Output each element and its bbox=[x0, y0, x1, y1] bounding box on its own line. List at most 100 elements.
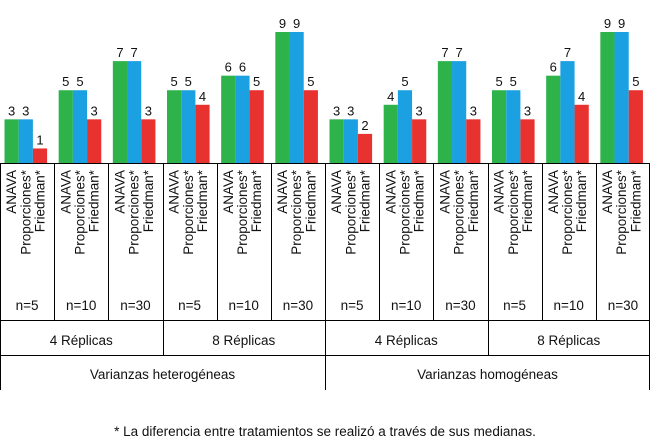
bar bbox=[141, 119, 156, 163]
sample-size-label: n=5 bbox=[341, 298, 364, 313]
data-label: 5 bbox=[401, 74, 408, 89]
sample-size-label: n=10 bbox=[554, 298, 584, 313]
series-tick-label: ANAVA bbox=[600, 170, 615, 214]
series-tick-label: ANAVA bbox=[437, 170, 452, 214]
data-label: 4 bbox=[578, 89, 585, 104]
data-label: 3 bbox=[524, 103, 531, 118]
series-tick-label: ANAVA bbox=[167, 170, 182, 214]
series-tick-label: ANAVA bbox=[546, 170, 561, 214]
footnote: * La diferencia entre tratamientos se re… bbox=[114, 424, 536, 439]
sample-size-label: n=5 bbox=[503, 298, 526, 313]
data-label: 3 bbox=[333, 103, 340, 118]
series-tick-label: Proporciones* bbox=[127, 169, 142, 255]
series-tick-label: Proporciones* bbox=[18, 169, 33, 255]
sample-size-label: n=30 bbox=[120, 298, 150, 313]
sample-size-label: n=5 bbox=[178, 298, 201, 313]
series-tick-label: ANAVA bbox=[383, 170, 398, 214]
bar bbox=[560, 61, 575, 163]
replicas-label: 8 Réplicas bbox=[212, 333, 275, 348]
series-tick-label: Proporciones* bbox=[614, 169, 629, 255]
series-tick-label: Friedman* bbox=[466, 169, 481, 232]
bar bbox=[614, 32, 629, 163]
varianzas-label: Varianzas heterogéneas bbox=[90, 367, 236, 382]
data-label: 9 bbox=[604, 16, 611, 31]
bar bbox=[167, 90, 182, 163]
bar bbox=[32, 148, 48, 163]
bar bbox=[221, 75, 236, 163]
series-tick-label: Friedman* bbox=[412, 169, 427, 232]
bar bbox=[112, 61, 128, 163]
sample-size-label: n=30 bbox=[445, 298, 475, 313]
data-label: 5 bbox=[307, 74, 314, 89]
bars-layer bbox=[4, 32, 643, 163]
sample-size-label: n=10 bbox=[229, 298, 259, 313]
data-label: 5 bbox=[632, 74, 639, 89]
data-label: 5 bbox=[253, 74, 260, 89]
data-label: 4 bbox=[387, 89, 394, 104]
sample-size-label: n=30 bbox=[283, 298, 313, 313]
bar bbox=[303, 90, 318, 163]
series-tick-label: ANAVA bbox=[221, 170, 236, 214]
data-label: 5 bbox=[495, 74, 502, 89]
series-tick-label: ANAVA bbox=[58, 170, 73, 214]
series-tick-label: Proporciones* bbox=[452, 169, 467, 255]
bar bbox=[329, 119, 344, 163]
bar bbox=[18, 119, 33, 163]
series-tick-label: ANAVA bbox=[112, 170, 127, 214]
series-tick-label: Proporciones* bbox=[343, 169, 358, 255]
bar bbox=[357, 133, 373, 163]
bar bbox=[466, 119, 481, 163]
bar bbox=[546, 75, 561, 163]
data-label: 9 bbox=[279, 16, 286, 31]
bar bbox=[574, 104, 589, 163]
series-tick-label: Proporciones* bbox=[560, 169, 575, 255]
data-label: 5 bbox=[510, 74, 517, 89]
bar bbox=[600, 32, 615, 163]
bar bbox=[289, 32, 304, 163]
bar bbox=[383, 104, 398, 163]
series-tick-label: ANAVA bbox=[4, 170, 19, 214]
labels-layer: 3 ANAVA 3 Proporciones* 1 Friedman* n=5 5 ANAVA 5… bbox=[4, 16, 643, 382]
series-tick-label: Friedman* bbox=[141, 169, 156, 232]
data-label: 2 bbox=[361, 118, 368, 133]
bar bbox=[4, 119, 19, 163]
varianzas-label: Varianzas homogéneas bbox=[417, 367, 558, 382]
series-tick-label: Friedman* bbox=[249, 169, 264, 232]
bar bbox=[506, 90, 521, 163]
data-label: 3 bbox=[8, 103, 15, 118]
bar bbox=[412, 119, 427, 163]
sample-size-label: n=10 bbox=[66, 298, 96, 313]
series-tick-label: Friedman* bbox=[195, 169, 210, 232]
data-label: 1 bbox=[36, 132, 43, 147]
bar bbox=[58, 90, 73, 163]
bar bbox=[275, 32, 290, 163]
series-tick-label: Friedman* bbox=[358, 169, 373, 232]
data-label: 7 bbox=[564, 45, 571, 60]
series-tick-label: Friedman* bbox=[574, 169, 589, 232]
bar bbox=[72, 90, 88, 163]
data-label: 5 bbox=[170, 74, 177, 89]
series-tick-label: Proporciones* bbox=[72, 169, 87, 255]
sample-size-label: n=30 bbox=[608, 298, 638, 313]
bar bbox=[343, 119, 358, 163]
data-label: 7 bbox=[456, 45, 463, 60]
bar bbox=[249, 90, 264, 163]
data-label: 7 bbox=[116, 45, 123, 60]
data-label: 7 bbox=[131, 45, 138, 60]
data-label: 3 bbox=[416, 103, 423, 118]
series-tick-label: Friedman* bbox=[520, 169, 535, 232]
data-label: 9 bbox=[293, 16, 300, 31]
data-label: 3 bbox=[91, 103, 98, 118]
data-label: 9 bbox=[618, 16, 625, 31]
data-label: 5 bbox=[76, 74, 83, 89]
data-label: 3 bbox=[347, 103, 354, 118]
data-label: 6 bbox=[239, 60, 246, 75]
data-label: 3 bbox=[145, 103, 152, 118]
bar bbox=[87, 119, 102, 163]
data-label: 3 bbox=[22, 103, 29, 118]
series-tick-label: Proporciones* bbox=[181, 169, 196, 255]
data-label: 4 bbox=[199, 89, 206, 104]
series-tick-label: ANAVA bbox=[492, 170, 507, 214]
bar bbox=[181, 90, 196, 163]
bar bbox=[235, 75, 250, 163]
